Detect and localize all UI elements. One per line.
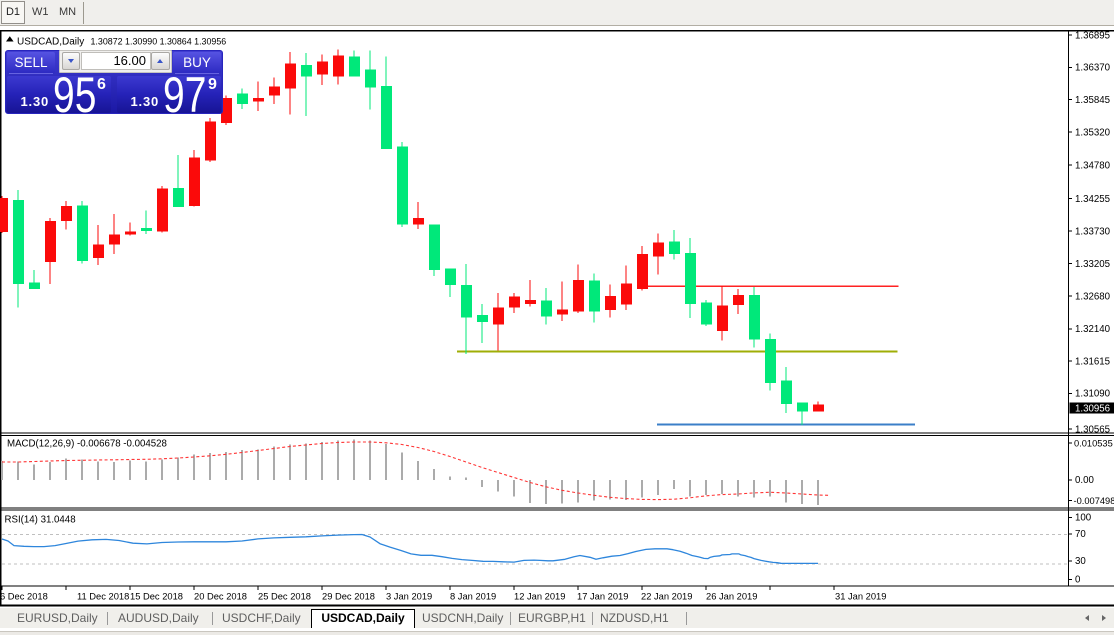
svg-text:1.32680: 1.32680 xyxy=(1075,291,1111,302)
svg-text:1.36895: 1.36895 xyxy=(1075,30,1110,41)
svg-text:70: 70 xyxy=(1075,529,1086,540)
svg-text:22 Jan 2019: 22 Jan 2019 xyxy=(641,592,692,602)
svg-text:-0.007498: -0.007498 xyxy=(1074,496,1114,506)
svg-text:8 Jan 2019: 8 Jan 2019 xyxy=(450,592,496,602)
svg-text:0.010535: 0.010535 xyxy=(1074,438,1113,448)
svg-text:17 Jan 2019: 17 Jan 2019 xyxy=(577,592,628,602)
svg-text:1.33730: 1.33730 xyxy=(1075,226,1111,237)
svg-text:20 Dec 2018: 20 Dec 2018 xyxy=(194,592,247,602)
svg-text:31 Jan 2019: 31 Jan 2019 xyxy=(835,592,886,602)
svg-text:0.00: 0.00 xyxy=(1075,475,1094,486)
svg-text:1.30872 1.30990 1.30864 1.3095: 1.30872 1.30990 1.30864 1.30956 xyxy=(91,36,227,46)
svg-text:1.33205: 1.33205 xyxy=(1075,259,1110,270)
svg-text:1.35320: 1.35320 xyxy=(1075,127,1111,138)
svg-text:29 Dec 2018: 29 Dec 2018 xyxy=(322,592,375,602)
svg-text:15 Dec 2018: 15 Dec 2018 xyxy=(130,592,183,602)
svg-text:USDCAD,Daily: USDCAD,Daily xyxy=(17,36,84,47)
svg-text:26 Jan 2019: 26 Jan 2019 xyxy=(706,592,757,602)
svg-text:1.36370: 1.36370 xyxy=(1075,63,1111,74)
svg-text:1.30565: 1.30565 xyxy=(1075,424,1110,435)
svg-text:1.32140: 1.32140 xyxy=(1075,324,1111,335)
svg-text:RSI(14) 31.0448: RSI(14) 31.0448 xyxy=(5,515,76,526)
svg-text:25 Dec 2018: 25 Dec 2018 xyxy=(258,592,311,602)
svg-text:1.34780: 1.34780 xyxy=(1075,160,1111,171)
svg-text:MACD(12,26,9) -0.006678 -0.004: MACD(12,26,9) -0.006678 -0.004528 xyxy=(7,439,167,450)
svg-text:1.35845: 1.35845 xyxy=(1075,95,1110,106)
svg-text:1.34255: 1.34255 xyxy=(1075,194,1110,205)
svg-text:11 Dec 2018: 11 Dec 2018 xyxy=(77,592,129,602)
svg-text:1.31090: 1.31090 xyxy=(1075,389,1111,400)
svg-text:6 Dec 2018: 6 Dec 2018 xyxy=(0,592,48,602)
svg-text:30: 30 xyxy=(1075,556,1086,567)
svg-text:12 Jan 2019: 12 Jan 2019 xyxy=(514,592,565,602)
svg-text:0: 0 xyxy=(1075,575,1081,586)
svg-text:1.30956: 1.30956 xyxy=(1075,403,1110,414)
svg-text:3 Jan 2019: 3 Jan 2019 xyxy=(386,592,432,602)
svg-text:100: 100 xyxy=(1075,512,1092,523)
svg-text:1.31615: 1.31615 xyxy=(1075,356,1110,367)
